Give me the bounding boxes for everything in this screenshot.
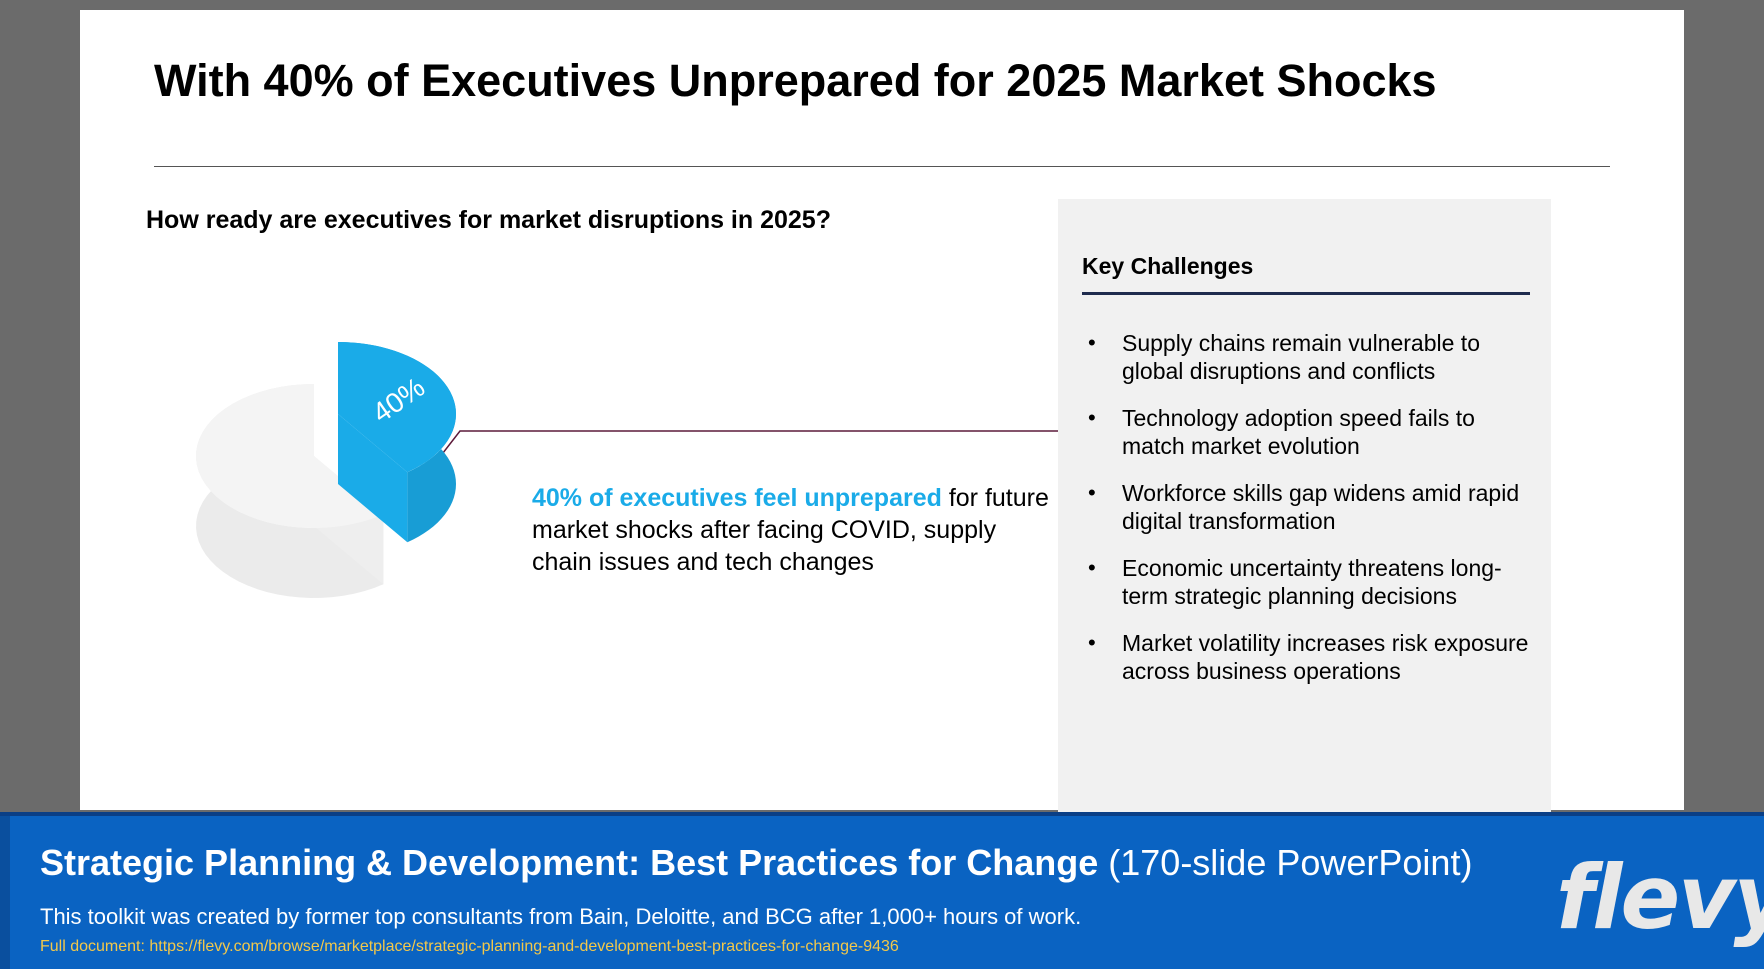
list-item: • Workforce skills gap widens amid rapid …	[1082, 479, 1532, 535]
list-item: • Market volatility increases risk exposu…	[1082, 629, 1532, 685]
challenge-list: • Supply chains remain vulnerable to glob…	[1082, 329, 1532, 704]
document-link[interactable]: Full document: https://flevy.com/browse/…	[40, 938, 899, 955]
pie-slice-unprepared	[338, 342, 456, 473]
banner-title-main: Strategic Planning & Development: Best P…	[40, 842, 1099, 883]
pie-chart: 40%	[195, 342, 456, 598]
challenge-text: Workforce skills gap widens amid rapid d…	[1122, 480, 1520, 534]
bullet: •	[1088, 480, 1096, 505]
list-item: • Economic uncertainty threatens long-ter…	[1082, 554, 1532, 610]
flevy-logo[interactable]: flevy	[1556, 846, 1764, 949]
challenge-text: Supply chains remain vulnerable to globa…	[1122, 330, 1480, 384]
challenge-text: Technology adoption speed fails to match…	[1122, 405, 1475, 459]
banner-title-suffix: (170-slide PowerPoint)	[1098, 842, 1473, 883]
chart-question: How ready are executives for market disr…	[146, 206, 831, 234]
bullet: •	[1088, 330, 1096, 355]
callout-text: 40% of executives feel unprepared for fu…	[532, 482, 1052, 578]
list-item: • Technology adoption speed fails to matc…	[1082, 404, 1532, 460]
callout-highlight: 40% of executives feel unprepared	[532, 484, 942, 512]
banner-description: This toolkit was created by former top c…	[40, 904, 1082, 929]
panel-title: Key Challenges	[1082, 253, 1254, 279]
pie-slice-other	[195, 384, 384, 528]
list-item: • Supply chains remain vulnerable to glob…	[1082, 329, 1532, 385]
challenge-text: Economic uncertainty threatens long-term…	[1122, 555, 1502, 609]
pie-slice-wall	[338, 414, 408, 543]
title-divider	[154, 166, 1610, 167]
promo-banner: Strategic Planning & Development: Best P…	[0, 812, 1764, 969]
bullet: •	[1088, 630, 1096, 655]
bullet: •	[1088, 405, 1096, 430]
banner-accent-strip	[0, 816, 10, 969]
slide-title: With 40% of Executives Unprepared for 20…	[154, 55, 1437, 106]
challenge-text: Market volatility increases risk exposur…	[1122, 630, 1529, 684]
panel-divider	[1082, 292, 1530, 295]
banner-title: Strategic Planning & Development: Best P…	[40, 842, 1472, 884]
bullet: •	[1088, 555, 1096, 580]
callout-rest: for future market shocks after facing CO…	[532, 484, 1049, 576]
key-challenges-panel: Key Challenges • Supply chains remain vul…	[1058, 199, 1551, 819]
